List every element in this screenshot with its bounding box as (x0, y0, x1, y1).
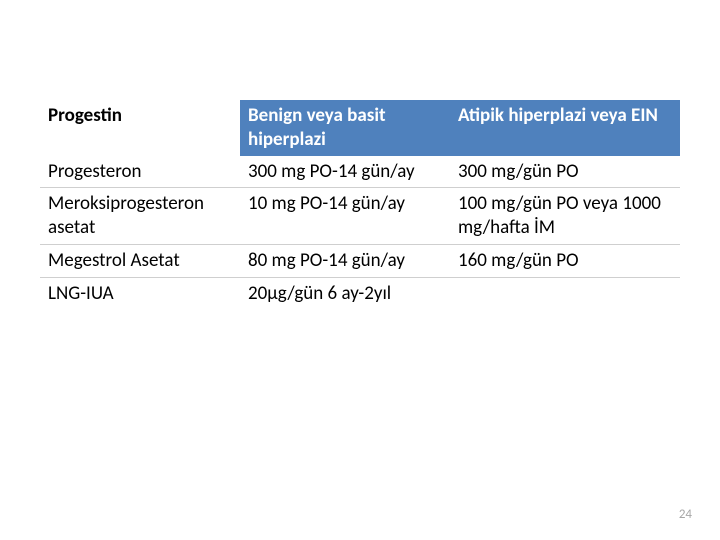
col-header-0: Progestin (40, 100, 240, 156)
table-row: LNG-IUA 20μg/gün 6 ay-2yıl (40, 277, 680, 309)
cell: Megestrol Asetat (40, 244, 240, 277)
progestin-table: Progestin Benign veya basit hiperplazi A… (40, 100, 680, 309)
cell: Progesteron (40, 156, 240, 188)
table-row: Progesteron 300 mg PO-14 gün/ay 300 mg/g… (40, 156, 680, 188)
page-number: 24 (679, 507, 692, 522)
cell: 80 mg PO-14 gün/ay (240, 244, 450, 277)
col-header-2: Atipik hiperplazi veya EIN (450, 100, 680, 156)
col-header-1: Benign veya basit hiperplazi (240, 100, 450, 156)
cell: Meroksiprogesteron asetat (40, 188, 240, 245)
cell: 100 mg/gün PO veya 1000 mg/hafta İM (450, 188, 680, 245)
cell: 300 mg PO-14 gün/ay (240, 156, 450, 188)
slide: Progestin Benign veya basit hiperplazi A… (0, 0, 720, 540)
cell: LNG-IUA (40, 277, 240, 309)
cell: 160 mg/gün PO (450, 244, 680, 277)
cell: 10 mg PO-14 gün/ay (240, 188, 450, 245)
table-row: Megestrol Asetat 80 mg PO-14 gün/ay 160 … (40, 244, 680, 277)
table-header-row: Progestin Benign veya basit hiperplazi A… (40, 100, 680, 156)
cell: 300 mg/gün PO (450, 156, 680, 188)
cell (450, 277, 680, 309)
table-row: Meroksiprogesteron asetat 10 mg PO-14 gü… (40, 188, 680, 245)
cell: 20μg/gün 6 ay-2yıl (240, 277, 450, 309)
